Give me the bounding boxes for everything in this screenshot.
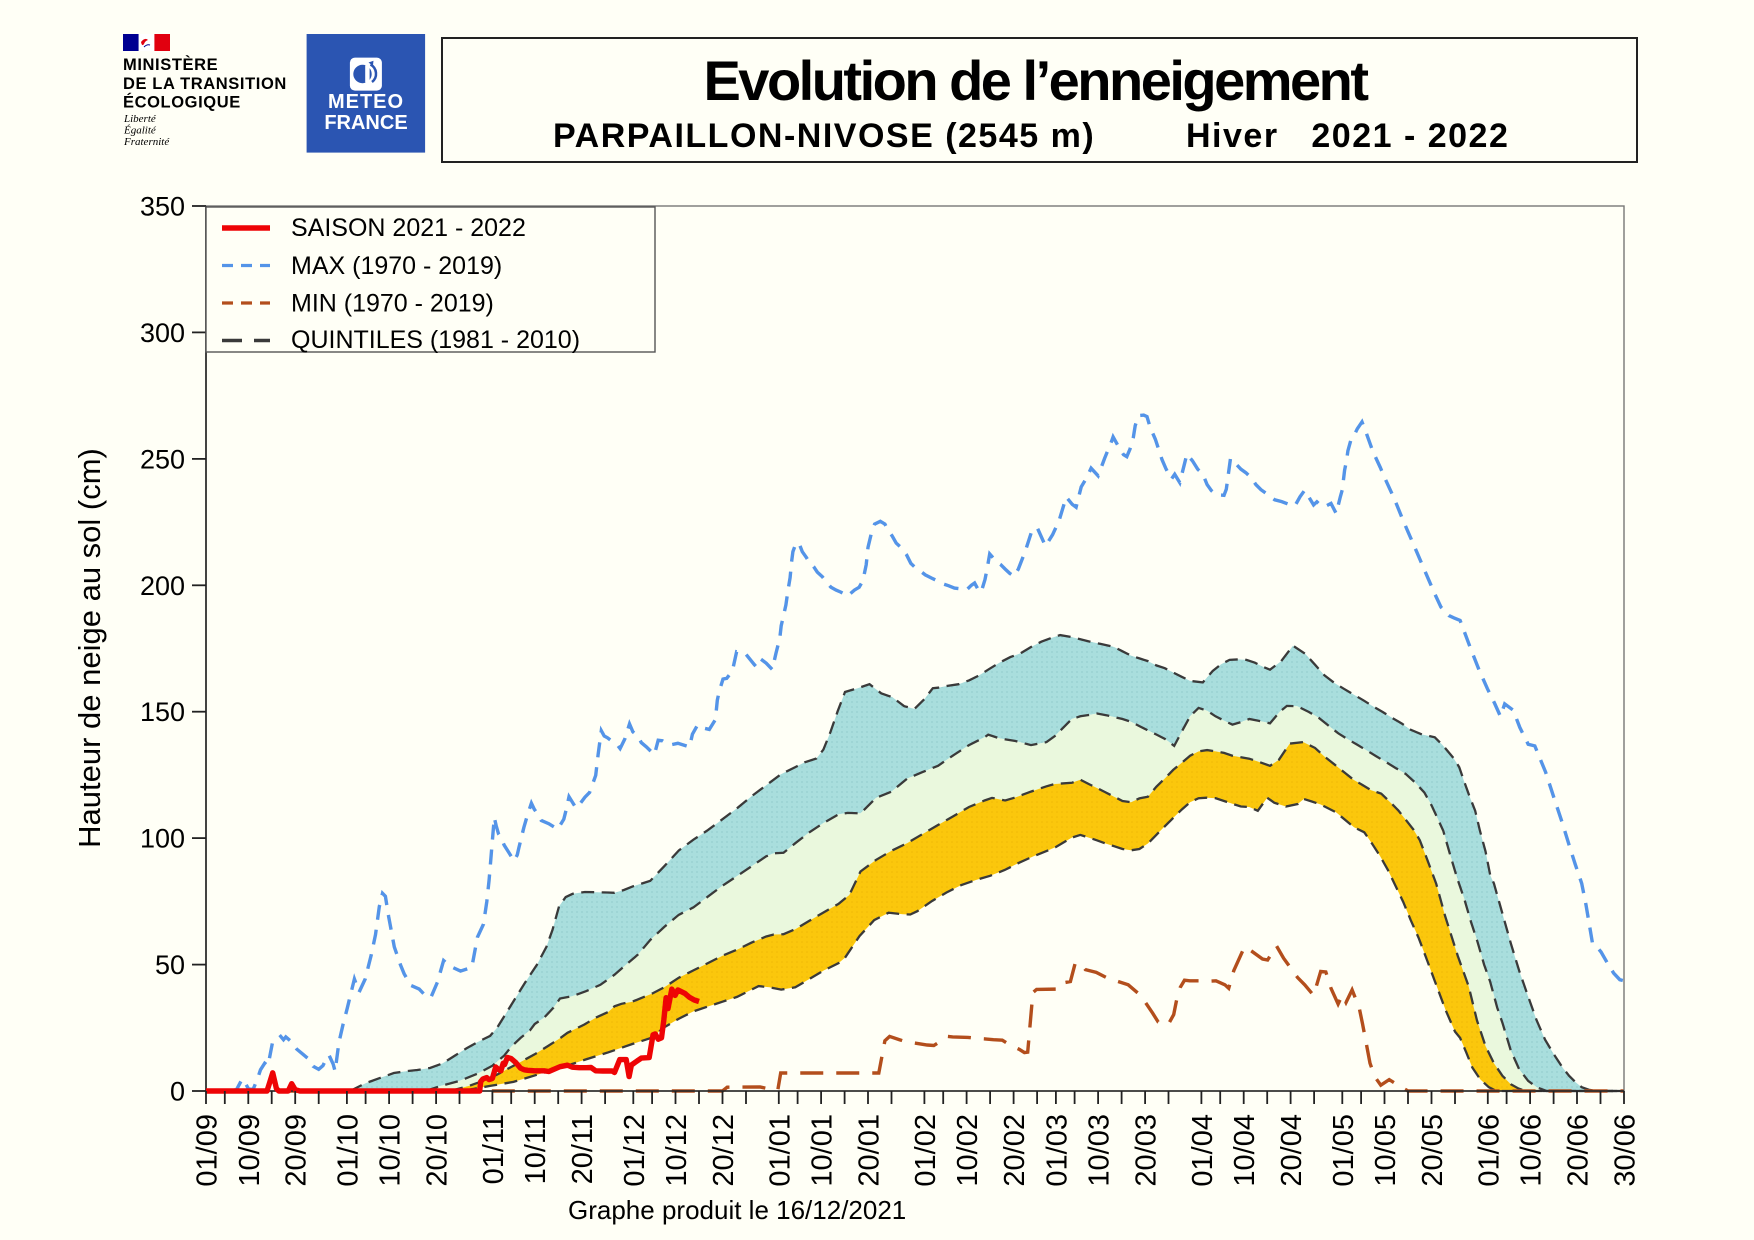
svg-text:20/05: 20/05 [1417,1114,1449,1187]
svg-text:10/11: 10/11 [520,1114,552,1184]
svg-text:Hauteur de neige au sol (cm): Hauteur de neige au sol (cm) [72,448,107,848]
svg-text:20/09: 20/09 [281,1114,313,1187]
svg-text:20/06: 20/06 [1563,1114,1595,1187]
svg-text:Égalité: Égalité [123,125,157,137]
svg-text:01/04: 01/04 [1187,1114,1219,1187]
svg-text:20/01: 20/01 [854,1114,886,1187]
svg-text:10/03: 10/03 [1084,1114,1116,1187]
svg-text:01/09: 01/09 [192,1114,224,1187]
svg-text:20/10: 20/10 [422,1114,454,1187]
svg-text:PARPAILLON-NIVOSE (2545 m): PARPAILLON-NIVOSE (2545 m) [553,117,1095,155]
svg-text:DE LA TRANSITION: DE LA TRANSITION [123,75,287,93]
svg-text:10/10: 10/10 [375,1114,407,1187]
svg-text:10/01: 10/01 [807,1114,839,1187]
svg-text:Hiver 2021 - 2022: Hiver 2021 - 2022 [1186,117,1509,155]
svg-text:20/11: 20/11 [567,1114,599,1184]
svg-text:01/01: 01/01 [764,1114,796,1187]
svg-text:10/06: 10/06 [1516,1114,1548,1187]
svg-text:01/11: 01/11 [478,1114,510,1184]
svg-text:250: 250 [140,444,185,474]
svg-text:10/02: 10/02 [952,1114,984,1187]
svg-text:20/03: 20/03 [1131,1114,1163,1187]
svg-text:20/02: 20/02 [999,1114,1031,1187]
svg-text:01/02: 01/02 [910,1114,942,1187]
svg-text:150: 150 [140,697,185,727]
svg-text:FRANCE: FRANCE [324,112,407,134]
svg-text:10/09: 10/09 [234,1114,266,1187]
svg-text:50: 50 [155,950,185,980]
svg-text:Evolution de l’enneigement: Evolution de l’enneigement [703,49,1368,112]
svg-text:01/05: 01/05 [1328,1114,1360,1187]
svg-text:QUINTILES (1981 - 2010): QUINTILES (1981 - 2010) [291,326,580,354]
svg-text:350: 350 [140,192,185,222]
svg-text:MAX (1970 - 2019): MAX (1970 - 2019) [291,252,502,280]
svg-text:SAISON 2021 - 2022: SAISON 2021 - 2022 [291,214,526,242]
svg-text:01/12: 01/12 [619,1114,651,1187]
svg-text:Graphe produit le 16/12/2021: Graphe produit le 16/12/2021 [568,1195,906,1225]
svg-text:MIN (1970 - 2019): MIN (1970 - 2019) [291,290,494,318]
svg-text:01/03: 01/03 [1041,1114,1073,1187]
svg-text:0: 0 [170,1077,185,1107]
svg-text:20/04: 20/04 [1276,1114,1308,1187]
svg-text:Fraternité: Fraternité [123,136,170,148]
svg-text:ÉCOLOGIQUE: ÉCOLOGIQUE [123,93,241,112]
svg-text:20/12: 20/12 [708,1114,740,1187]
svg-text:10/04: 10/04 [1229,1114,1261,1187]
svg-text:10/12: 10/12 [661,1114,693,1187]
svg-text:01/10: 01/10 [332,1114,364,1187]
svg-text:10/05: 10/05 [1370,1114,1402,1187]
svg-text:Liberté: Liberté [123,113,157,125]
svg-text:100: 100 [140,824,185,854]
svg-text:200: 200 [140,571,185,601]
svg-text:METEO: METEO [328,91,404,113]
svg-text:01/06: 01/06 [1473,1114,1505,1187]
svg-text:MINISTÈRE: MINISTÈRE [123,55,218,74]
svg-text:300: 300 [140,318,185,348]
svg-text:30/06: 30/06 [1610,1114,1642,1187]
